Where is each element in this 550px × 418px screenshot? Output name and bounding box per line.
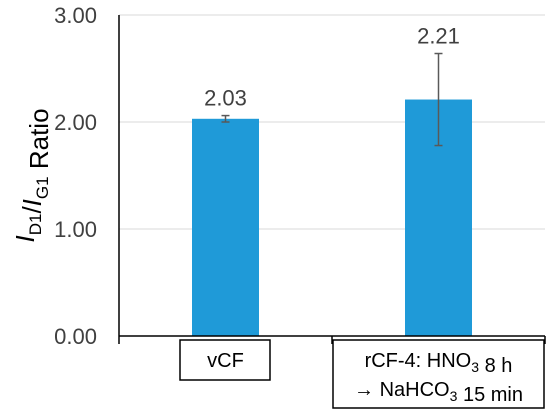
category-label-text: → NaHCO3 15 min [354,379,523,406]
y-tick-label: 3.00 [54,3,97,28]
y-axis-label-group: ID1/IG1 Ratio [10,108,54,242]
y-tick-label: 2.00 [54,110,97,135]
category-label-box [179,339,271,381]
value-label: 2.21 [417,24,460,49]
error-bar [434,52,443,147]
bars [192,99,472,336]
axes [118,15,546,344]
value-label: 2.03 [204,86,247,111]
category-labels: vCF rCF-4: HNO3 8 h→ NaHCO3 15 min [179,339,545,409]
category-label: vCF [179,339,271,381]
value-labels: 2.03 2.21 [204,24,460,111]
category-label-text: vCF [207,350,244,372]
bar [192,118,259,336]
y-tick-label: 0.00 [54,324,97,349]
gridlines [119,14,545,230]
error-bars [221,52,443,147]
y-tick-label: 1.00 [54,217,97,242]
error-bar [221,114,230,123]
y-axis-label: ID1/IG1 Ratio [10,108,54,242]
category-label: rCF-4: HNO3 8 h→ NaHCO3 15 min [332,339,545,409]
y-tick-labels: 0.00 1.00 2.00 3.00 [54,3,97,349]
category-label-box [332,339,545,409]
category-label-text: rCF-4: HNO3 8 h [365,350,513,377]
